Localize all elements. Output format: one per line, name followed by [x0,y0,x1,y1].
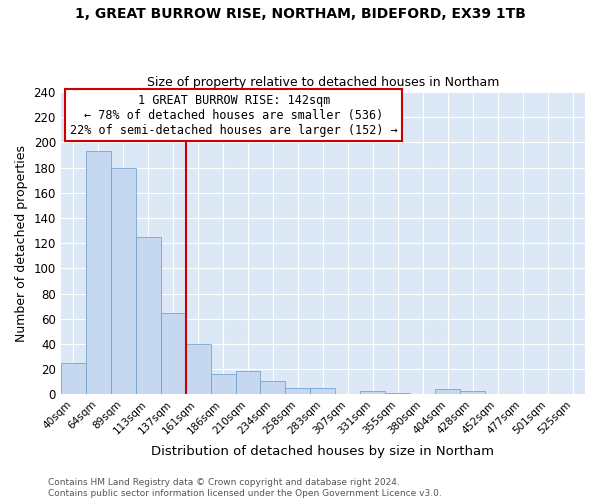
Bar [460,390,485,394]
Bar [86,152,111,394]
Bar [260,380,286,394]
Bar [361,390,385,394]
Text: 1, GREAT BURROW RISE, NORTHAM, BIDEFORD, EX39 1TB: 1, GREAT BURROW RISE, NORTHAM, BIDEFORD,… [74,8,526,22]
Bar [111,168,136,394]
Y-axis label: Number of detached properties: Number of detached properties [15,145,28,342]
Title: Size of property relative to detached houses in Northam: Size of property relative to detached ho… [147,76,499,90]
Bar [211,374,236,394]
Bar [185,344,211,395]
Bar [310,388,335,394]
Bar [385,393,410,394]
Bar [435,390,460,394]
Bar [161,312,185,394]
Bar [236,370,260,394]
Text: 1 GREAT BURROW RISE: 142sqm
← 78% of detached houses are smaller (536)
22% of se: 1 GREAT BURROW RISE: 142sqm ← 78% of det… [70,94,398,136]
Bar [136,237,161,394]
Text: Contains HM Land Registry data © Crown copyright and database right 2024.
Contai: Contains HM Land Registry data © Crown c… [48,478,442,498]
Bar [286,388,310,394]
X-axis label: Distribution of detached houses by size in Northam: Distribution of detached houses by size … [151,444,494,458]
Bar [61,363,86,394]
